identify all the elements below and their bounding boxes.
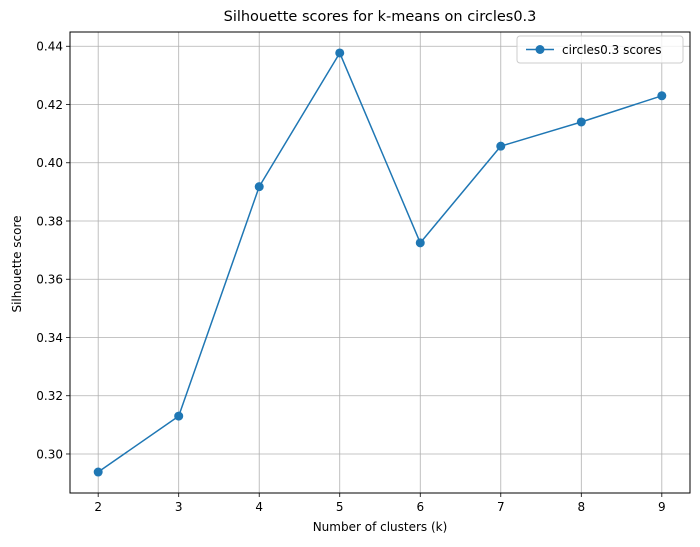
x-tick-label: 9	[658, 500, 666, 514]
data-point	[496, 141, 506, 151]
y-tick-label: 0.42	[36, 98, 63, 112]
x-tick-label: 2	[94, 500, 102, 514]
x-tick-label: 6	[416, 500, 424, 514]
y-tick-label: 0.38	[36, 214, 63, 228]
series-line	[97, 52, 663, 473]
data-point	[576, 117, 586, 127]
x-tick-label: 3	[175, 500, 183, 514]
grid	[70, 32, 690, 493]
chart-title: Silhouette scores for k-means on circles…	[224, 9, 537, 25]
data-point	[254, 182, 264, 192]
y-tick-label: 0.36	[36, 273, 63, 287]
legend: circles0.3 scores	[516, 35, 684, 64]
y-tick-label: 0.34	[36, 331, 63, 345]
y-tick-label: 0.44	[36, 40, 63, 54]
axis-ticks: 2 3 4 5 6 7 8 9 0.30 0.32 0.34 0.36 0.38 0.40 0.42 0.44	[36, 40, 665, 514]
data-point	[415, 238, 425, 248]
x-tick-label: 8	[577, 500, 585, 514]
data-point	[657, 91, 667, 101]
plot-area	[69, 31, 691, 494]
x-tick-label: 4	[255, 500, 263, 514]
y-axis-label: Silhouette score	[10, 215, 24, 312]
y-tick-label: 0.30	[36, 447, 63, 461]
y-tick-label: 0.40	[36, 156, 63, 170]
data-point	[174, 411, 184, 421]
x-tick-label: 5	[336, 500, 344, 514]
legend-label: circles0.3 scores	[562, 43, 662, 57]
data-point	[93, 467, 103, 477]
x-tick-label: 7	[497, 500, 505, 514]
series-layer	[93, 48, 667, 477]
legend-marker-swatch	[535, 45, 545, 54]
x-axis-label: Number of clusters (k)	[313, 520, 448, 534]
legend-box	[516, 35, 684, 64]
data-point	[335, 48, 345, 58]
y-tick-label: 0.32	[36, 389, 63, 403]
